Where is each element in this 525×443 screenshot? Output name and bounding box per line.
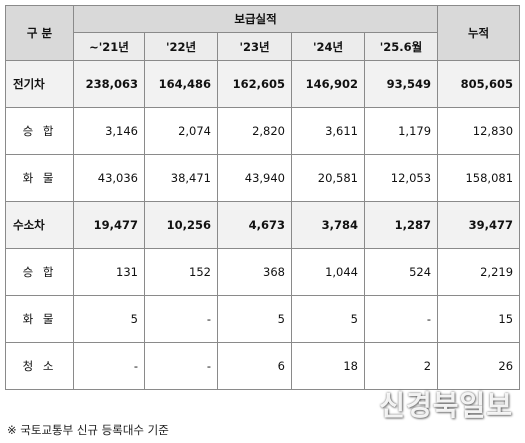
table-cell: -	[144, 342, 218, 390]
table-cell: 3,146	[73, 107, 145, 155]
table-cell: 38,471	[144, 154, 218, 202]
table-row: 전기차 238,063 164,486 162,605 146,902 93,5…	[5, 60, 521, 108]
table-cell: 368	[217, 248, 292, 296]
table-cell: 1,179	[363, 107, 439, 155]
table-row: 화 물 5 - 5 5 - 15	[5, 295, 521, 343]
table-cell: 2	[363, 342, 439, 390]
table-cell: -	[363, 295, 439, 343]
ev-stats-table: 구 분 보급실적 누적 ~'21년 '22년 '23년 '24년 '25.6월 …	[5, 5, 521, 390]
table-cell: -	[144, 295, 218, 343]
row-label: 전기차	[5, 60, 74, 108]
table-cell: 12,053	[363, 154, 439, 202]
table-cell: 18	[291, 342, 365, 390]
row-label: 수소차	[5, 201, 74, 249]
total-cell: 12,830	[437, 107, 521, 155]
table-cell: -	[73, 342, 145, 390]
table-row: 승 합 3,146 2,074 2,820 3,611 1,179 12,830	[5, 107, 521, 155]
footnote: ※ 국토교통부 신규 등록대수 기준	[7, 423, 169, 437]
total-cell: 805,605	[437, 60, 521, 108]
row-label: 화 물	[5, 295, 74, 343]
table-cell: 5	[73, 295, 145, 343]
table-cell: 19,477	[73, 201, 145, 249]
total-cell: 15	[437, 295, 521, 343]
table-cell: 146,902	[291, 60, 365, 108]
table-cell: 3,784	[291, 201, 365, 249]
table-cell: 1,287	[363, 201, 439, 249]
year-header: '25.6월	[363, 32, 439, 61]
table-row: 청 소 - - 6 18 2 26	[5, 342, 521, 390]
table-cell: 93,549	[363, 60, 439, 108]
table-cell: 43,940	[217, 154, 292, 202]
table-row: 승 합 131 152 368 1,044 524 2,219	[5, 248, 521, 296]
year-header: '23년	[217, 32, 292, 61]
year-header: '24년	[291, 32, 365, 61]
performance-header: 보급실적	[72, 5, 439, 33]
row-label: 화 물	[5, 154, 74, 202]
table-cell: 3,611	[291, 107, 365, 155]
total-cell: 2,219	[437, 248, 521, 296]
table-cell: 2,820	[217, 107, 292, 155]
table-cell: 238,063	[73, 60, 145, 108]
table-cell: 20,581	[291, 154, 365, 202]
table-cell: 152	[144, 248, 218, 296]
header-row-2: ~'21년 '22년 '23년 '24년 '25.6월	[6, 32, 520, 61]
table-row: 수소차 19,477 10,256 4,673 3,784 1,287 39,4…	[5, 201, 521, 249]
header-row-1: 구 분 보급실적 누적	[5, 5, 521, 61]
table-cell: 5	[217, 295, 292, 343]
watermark-logo: 신경북일보	[379, 389, 513, 422]
cumulative-header: 누적	[437, 5, 521, 61]
table-cell: 524	[363, 248, 439, 296]
table-cell: 5	[291, 295, 365, 343]
row-label: 승 합	[5, 107, 74, 155]
year-header: '22년	[144, 32, 218, 61]
row-label: 청 소	[5, 342, 74, 390]
table-cell: 131	[73, 248, 145, 296]
table-cell: 1,044	[291, 248, 365, 296]
table-cell: 10,256	[144, 201, 218, 249]
total-cell: 26	[437, 342, 521, 390]
table-cell: 4,673	[217, 201, 292, 249]
table-cell: 2,074	[144, 107, 218, 155]
table-cell: 162,605	[217, 60, 292, 108]
year-header: ~'21년	[73, 32, 145, 61]
row-label: 승 합	[5, 248, 74, 296]
group-header: 구 분	[5, 5, 74, 61]
table-cell: 164,486	[144, 60, 218, 108]
table-cell: 43,036	[73, 154, 145, 202]
table-row: 화 물 43,036 38,471 43,940 20,581 12,053 1…	[5, 154, 521, 202]
total-cell: 158,081	[437, 154, 521, 202]
table-cell: 6	[217, 342, 292, 390]
total-cell: 39,477	[437, 201, 521, 249]
